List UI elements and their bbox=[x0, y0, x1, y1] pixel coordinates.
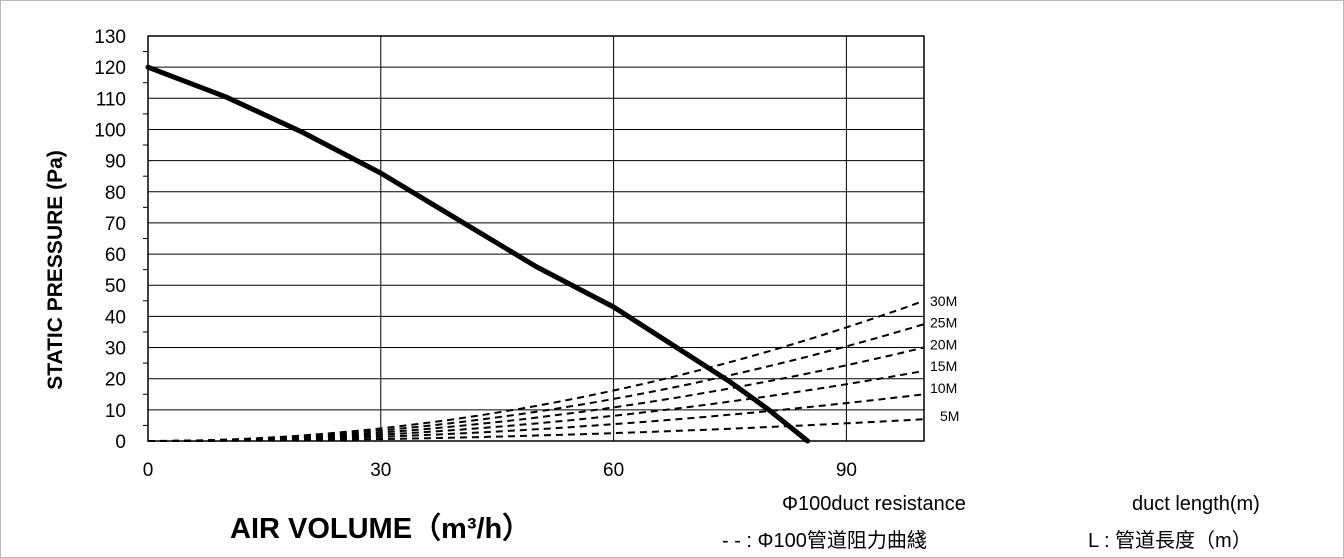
y-tick-label: 60 bbox=[105, 245, 126, 266]
duct-label-15m: 15M bbox=[930, 358, 957, 374]
x-axis-label: AIR VOLUME（m³/h） bbox=[230, 512, 531, 545]
y-tick-label: 90 bbox=[105, 152, 126, 173]
fan-curve bbox=[145, 64, 811, 444]
duct-label-10m: 10M bbox=[930, 380, 957, 396]
y-tick-label: 0 bbox=[115, 432, 126, 453]
y-tick-label: 100 bbox=[94, 120, 126, 141]
x-tick-label: 30 bbox=[370, 460, 391, 481]
duct-label-5m: 5M bbox=[940, 408, 959, 424]
x-tick-label: 90 bbox=[836, 460, 857, 481]
y-tick-label: 80 bbox=[105, 183, 126, 204]
y-tick-label: 130 bbox=[94, 27, 126, 48]
y-tick-label: 10 bbox=[105, 401, 126, 422]
duct-curve-labels: 5M 10M 15M 20M 25M 30M bbox=[930, 293, 959, 424]
note-duct-resistance-zh: - - : Φ100管道阻力曲綫 bbox=[722, 529, 927, 552]
y-axis-label: STATIC PRESSURE (Pa) bbox=[44, 150, 67, 390]
y-axis-ticks: 0 10 20 30 40 50 60 70 80 90 100 110 120 130 bbox=[94, 27, 148, 453]
plot-border bbox=[147, 35, 925, 442]
x-tick-label: 0 bbox=[143, 460, 154, 481]
y-tick-label: 70 bbox=[105, 214, 126, 235]
x-axis-ticks: 0 30 60 90 bbox=[143, 460, 857, 481]
duct-curve-30m bbox=[147, 299, 925, 442]
fan-performance-curve bbox=[145, 64, 811, 444]
note-duct-length-en: duct length(m) bbox=[1132, 493, 1260, 515]
y-tick-label: 30 bbox=[105, 339, 126, 360]
y-tick-label: 120 bbox=[94, 58, 126, 79]
y-tick-label: 40 bbox=[105, 307, 126, 328]
note-duct-resistance-en: Φ100duct resistance bbox=[782, 493, 966, 515]
y-tick-label: 20 bbox=[105, 370, 126, 391]
duct-resistance-curves bbox=[147, 299, 925, 442]
duct-curve-25m bbox=[148, 323, 925, 442]
y-tick-label: 50 bbox=[105, 276, 126, 297]
duct-label-30m: 30M bbox=[930, 293, 957, 309]
y-tick-label: 110 bbox=[96, 89, 126, 110]
grid bbox=[148, 36, 924, 441]
note-duct-length-zh: L : 管道長度（m） bbox=[1088, 529, 1252, 552]
duct-curve-5m bbox=[148, 418, 925, 442]
duct-label-25m: 25M bbox=[930, 315, 957, 331]
x-tick-label: 60 bbox=[603, 460, 624, 481]
duct-curve-15m bbox=[148, 369, 925, 442]
duct-curve-10m bbox=[148, 393, 925, 442]
duct-curve-20m bbox=[148, 346, 925, 442]
duct-label-20m: 20M bbox=[930, 336, 957, 352]
